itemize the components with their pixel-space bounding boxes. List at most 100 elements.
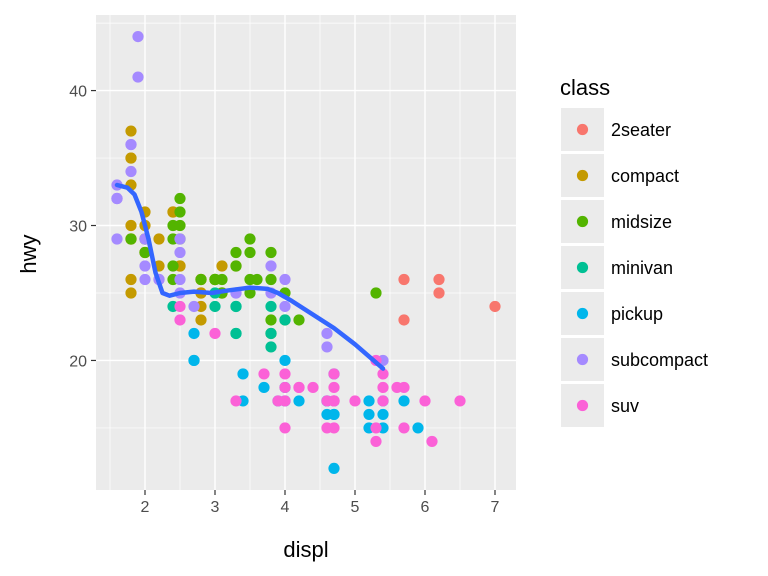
data-point (419, 395, 431, 407)
data-point (328, 381, 340, 394)
data-point (412, 422, 424, 434)
data-point (377, 395, 389, 407)
data-point (111, 233, 123, 245)
y-axis-title: hwy (16, 234, 41, 273)
data-point (328, 462, 340, 475)
data-point (258, 368, 270, 380)
legend-label: 2seater (611, 120, 671, 140)
data-point (195, 273, 207, 286)
data-point (188, 327, 200, 340)
legend-label: compact (611, 166, 679, 186)
legend-label: subcompact (611, 350, 708, 370)
data-point (433, 273, 445, 286)
smooth-line (114, 182, 386, 371)
data-point (251, 273, 263, 286)
data-point (377, 368, 389, 380)
panel-background (96, 15, 516, 490)
data-point (216, 260, 228, 272)
data-point (174, 233, 186, 245)
data-point (279, 422, 291, 434)
data-point (174, 246, 186, 259)
data-point (174, 314, 186, 326)
data-point (363, 395, 375, 407)
data-point (279, 300, 291, 313)
data-point (398, 273, 410, 286)
legend-title: class (560, 75, 610, 100)
data-point (293, 395, 305, 407)
data-point (174, 206, 186, 218)
legend-marker (576, 353, 589, 366)
data-point (398, 381, 410, 394)
data-point (111, 192, 123, 205)
legend-marker (576, 307, 589, 320)
data-point (398, 422, 410, 434)
data-point (279, 354, 291, 367)
data-point (139, 246, 151, 259)
legend-label: minivan (611, 258, 673, 278)
legend-label: pickup (611, 304, 663, 324)
data-point (139, 273, 151, 286)
data-point (321, 341, 333, 353)
data-point (258, 381, 270, 394)
data-point (377, 408, 389, 421)
data-point (125, 138, 137, 151)
x-tick-label: 2 (141, 499, 150, 516)
data-point (398, 314, 410, 326)
data-point (293, 314, 305, 326)
data-point (230, 327, 242, 340)
data-point (188, 300, 200, 313)
data-point (139, 260, 151, 272)
legend-marker (576, 123, 589, 136)
data-point (279, 314, 291, 326)
data-point (321, 422, 333, 434)
x-axis-title: displ (283, 537, 328, 562)
data-point (265, 246, 277, 259)
y-tick-label: 40 (69, 84, 87, 101)
axes: 2 3 4 5 6 7 20 30 40 (69, 84, 499, 516)
data-point (279, 395, 291, 407)
legend-marker (576, 215, 589, 228)
data-point (153, 233, 165, 245)
data-point (244, 233, 256, 245)
data-point (167, 260, 179, 272)
x-tick-label: 3 (211, 499, 220, 516)
legend-marker (576, 169, 589, 182)
legend-marker (576, 399, 589, 412)
data-point (265, 260, 277, 272)
data-point (265, 273, 277, 286)
data-point (279, 381, 291, 394)
data-point (307, 381, 319, 394)
data-point (125, 287, 137, 299)
data-point (174, 300, 186, 313)
data-point (209, 300, 221, 313)
data-point (195, 314, 207, 326)
data-point (237, 368, 249, 380)
data-point (230, 300, 242, 313)
data-point (293, 381, 305, 394)
data-point (244, 246, 256, 259)
data-point (230, 260, 242, 272)
data-point (433, 287, 445, 299)
data-point (125, 233, 137, 245)
y-tick-label: 20 (69, 353, 87, 370)
data-point (265, 327, 277, 340)
x-tick-label: 7 (491, 499, 500, 516)
data-point (489, 300, 501, 313)
data-point (328, 408, 340, 421)
data-point (230, 395, 242, 407)
data-point (370, 422, 382, 434)
data-point (216, 273, 228, 286)
legend-marker (576, 261, 589, 274)
plot-panel (96, 15, 516, 490)
legend: class 2seater compact midsize minivan pickup… (560, 75, 708, 427)
data-point (328, 368, 340, 380)
legend-label: suv (611, 396, 639, 416)
x-tick-label: 6 (421, 499, 430, 516)
data-point (209, 327, 221, 340)
data-point (377, 381, 389, 394)
data-point (125, 273, 137, 286)
data-point (125, 219, 137, 232)
data-point (174, 192, 186, 205)
data-point (174, 273, 186, 286)
